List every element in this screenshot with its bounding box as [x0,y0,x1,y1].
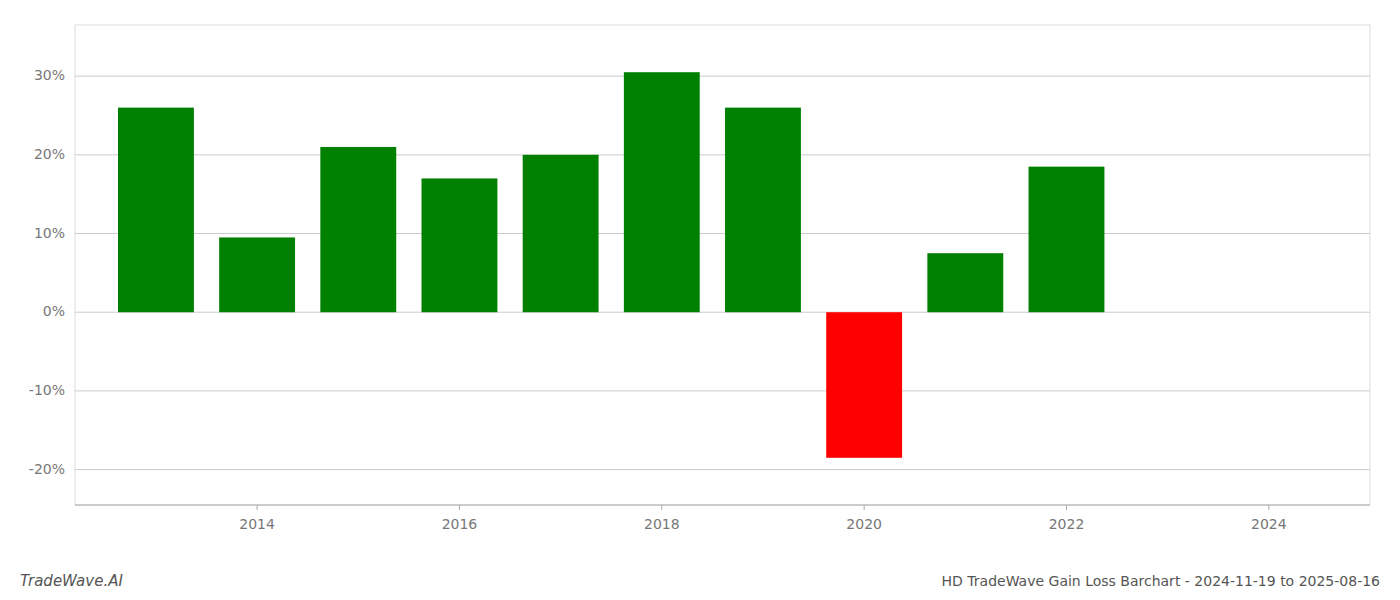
x-tick-label: 2018 [644,516,680,532]
y-tick-label: 30% [34,67,65,83]
chart-container: -20%-10%0%10%20%30%201420162018202020222… [0,0,1400,600]
grid-line [75,469,1370,470]
x-tick-label: 2014 [239,516,275,532]
grid-line [75,76,1370,77]
bar [1029,167,1105,313]
y-tick-label: 10% [34,225,65,241]
y-grid [75,76,1370,469]
grid-line [75,233,1370,234]
x-tick [864,505,865,510]
x-tick [661,505,662,510]
y-tick-label: 20% [34,146,65,162]
chart: -20%-10%0%10%20%30%201420162018202020222… [0,0,1400,600]
title: HD TradeWave Gain Loss Barchart - 2024-1… [942,573,1381,589]
bar [523,155,599,312]
x-tick [257,505,258,510]
watermark: TradeWave.AI [20,572,123,590]
y-tick-label: 0% [43,303,65,319]
bars [118,72,1104,458]
bar [927,253,1003,312]
bar [624,72,700,312]
x-tick-label: 2016 [442,516,478,532]
y-tick-label: -10% [29,382,65,398]
bar [118,108,194,313]
grid-line [75,154,1370,155]
bar [320,147,396,312]
x-tick-label: 2024 [1251,516,1287,532]
bar [826,312,902,458]
x-tick [459,505,460,510]
x-tick [1066,505,1067,510]
x-tick [1268,505,1269,510]
grid-line [75,390,1370,391]
y-tick-label: -20% [29,461,65,477]
plot-frame [75,25,1370,505]
y-tick-labels: -20% -10% 0% 10% 20% 30% [29,67,65,476]
x-tick-label: 2020 [846,516,882,532]
bar [422,178,498,312]
x-tick-labels: 2014 2016 2018 2020 2022 2024 [239,505,1286,532]
bar [219,237,295,312]
x-axis-line [75,505,1370,506]
bar [725,108,801,313]
x-tick-label: 2022 [1049,516,1085,532]
